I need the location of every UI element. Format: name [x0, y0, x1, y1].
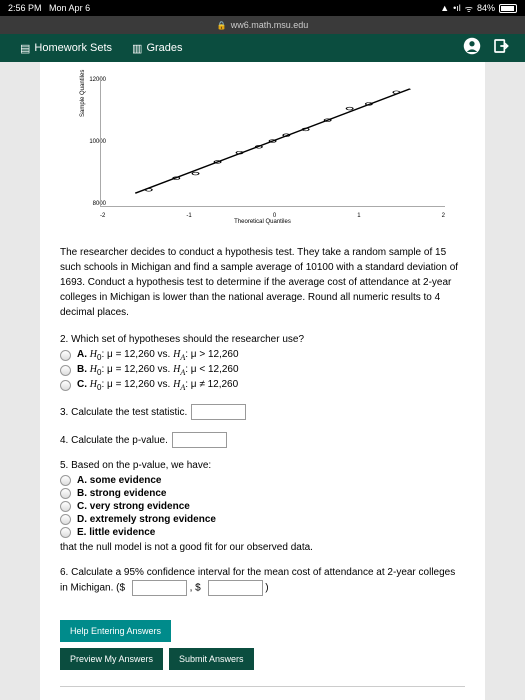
qq-plot: Sample Quantiles 12000 10000 8000	[60, 77, 465, 225]
status-time: 2:56 PM Mon Apr 6	[8, 3, 440, 13]
q4-text: 4. Calculate the p-value.	[60, 435, 168, 446]
radio-icon[interactable]	[60, 527, 71, 538]
xtick: -1	[186, 213, 191, 219]
q2-option-c[interactable]: C. H0: μ = 12,260 vs. HA: μ ≠ 12,260	[60, 379, 465, 392]
browser-bar[interactable]: 🔒 ww6.math.msu.edu	[0, 16, 525, 34]
ci-upper-input[interactable]	[208, 580, 263, 596]
xtick: 1	[357, 213, 360, 219]
opt-text: C. very strong evidence	[77, 501, 190, 512]
chart-xlabel: Theoretical Quantiles	[60, 219, 465, 225]
homework-sets-tab[interactable]: ▤ Homework Sets	[10, 34, 122, 62]
opt-text: : μ ≠ 12,260	[185, 379, 238, 390]
opt-text: A. some evidence	[77, 475, 161, 486]
opt-text: : μ = 12,260 vs.	[101, 364, 173, 375]
q5-option-d[interactable]: D. extremely strong evidence	[60, 514, 465, 525]
exit-icon[interactable]	[487, 38, 515, 59]
wifi-icon: ▲	[440, 3, 449, 13]
submit-answers-button[interactable]: Submit Answers	[169, 648, 254, 670]
q5-tail: that the null model is not a good fit fo…	[60, 542, 465, 553]
nav-bar: ▤ Homework Sets ▥ Grades	[0, 34, 525, 62]
q5-option-a[interactable]: A. some evidence	[60, 475, 465, 486]
radio-icon[interactable]	[60, 514, 71, 525]
question-5: 5. Based on the p-value, we have:	[60, 460, 465, 471]
radio-icon[interactable]	[60, 501, 71, 512]
grades-icon: ▥	[132, 42, 142, 55]
q6-close: )	[265, 583, 268, 594]
h-sym: H	[90, 349, 97, 360]
signal-icon: •ıl	[453, 3, 461, 13]
q2-option-b[interactable]: B. H0: μ = 12,260 vs. HA: μ < 12,260	[60, 364, 465, 377]
opt-text: D. extremely strong evidence	[77, 514, 216, 525]
question-3: 3. Calculate the test statistic.	[60, 404, 465, 420]
pvalue-input[interactable]	[172, 432, 227, 448]
radio-icon[interactable]	[60, 488, 71, 499]
ci-lower-input[interactable]	[132, 580, 187, 596]
opt-text: : μ = 12,260 vs.	[101, 349, 173, 360]
q5-option-e[interactable]: E. little evidence	[60, 527, 465, 538]
battery-text: 84%	[477, 3, 495, 13]
wifi-2-icon: ᯤ	[465, 2, 473, 15]
opt-label: C.	[77, 379, 90, 390]
url-text: ww6.math.msu.edu	[231, 20, 309, 30]
opt-text: E. little evidence	[77, 527, 155, 538]
q5-option-c[interactable]: C. very strong evidence	[60, 501, 465, 512]
homework-label: Homework Sets	[34, 42, 112, 54]
status-bar: 2:56 PM Mon Apr 6 ▲ •ıl ᯤ 84%	[0, 0, 525, 16]
xtick: -2	[100, 213, 105, 219]
date-text: Mon Apr 6	[49, 3, 90, 13]
help-entering-button[interactable]: Help Entering Answers	[60, 620, 171, 642]
user-icon[interactable]	[457, 37, 487, 60]
status-right: ▲ •ıl ᯤ 84%	[440, 2, 517, 15]
divider	[60, 686, 465, 687]
opt-text: B. strong evidence	[77, 488, 166, 499]
lock-icon: 🔒	[217, 21, 227, 30]
h-sym: H	[90, 364, 97, 375]
homework-icon: ▤	[20, 42, 30, 55]
q5-option-b[interactable]: B. strong evidence	[60, 488, 465, 499]
time-text: 2:56 PM	[8, 3, 42, 13]
preview-answers-button[interactable]: Preview My Answers	[60, 648, 163, 670]
page-scroll[interactable]: Sample Quantiles 12000 10000 8000	[0, 62, 525, 700]
grades-tab[interactable]: ▥ Grades	[122, 34, 192, 62]
opt-label: B.	[77, 364, 90, 375]
test-statistic-input[interactable]	[191, 404, 246, 420]
h-sym: H	[90, 379, 97, 390]
question-4: 4. Calculate the p-value.	[60, 432, 465, 448]
radio-icon[interactable]	[60, 380, 71, 391]
opt-text: : μ < 12,260	[185, 364, 238, 375]
opt-text: : μ = 12,260 vs.	[101, 379, 173, 390]
q3-text: 3. Calculate the test statistic.	[60, 407, 187, 418]
battery-icon	[499, 4, 517, 13]
content-card: Sample Quantiles 12000 10000 8000	[40, 62, 485, 700]
radio-icon[interactable]	[60, 475, 71, 486]
problem-intro: The researcher decides to conduct a hypo…	[60, 245, 465, 320]
q6-comma: , $	[190, 583, 201, 594]
opt-text: : μ > 12,260	[185, 349, 238, 360]
question-6: 6. Calculate a 95% confidence interval f…	[60, 565, 465, 596]
radio-icon[interactable]	[60, 365, 71, 376]
radio-icon[interactable]	[60, 350, 71, 361]
xtick: 2	[442, 213, 445, 219]
button-row: Help Entering Answers	[60, 620, 465, 642]
q2-option-a[interactable]: A. H0: μ = 12,260 vs. HA: μ > 12,260	[60, 349, 465, 362]
question-2: 2. Which set of hypotheses should the re…	[60, 334, 465, 345]
opt-label: A.	[77, 349, 90, 360]
grades-label: Grades	[146, 42, 182, 54]
